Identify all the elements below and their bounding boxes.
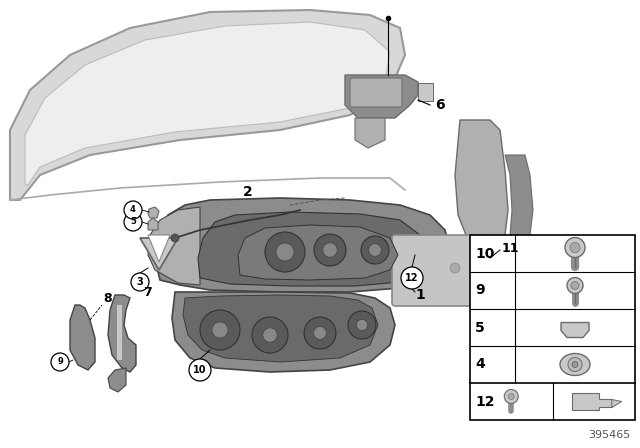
Circle shape <box>323 243 337 257</box>
Text: 2: 2 <box>243 185 253 199</box>
Text: 6: 6 <box>435 98 445 112</box>
Polygon shape <box>140 238 178 270</box>
Polygon shape <box>108 368 126 392</box>
Polygon shape <box>238 225 398 280</box>
Circle shape <box>314 327 326 340</box>
Text: 1: 1 <box>415 288 425 302</box>
Circle shape <box>212 322 228 338</box>
Circle shape <box>572 362 578 367</box>
Ellipse shape <box>560 353 590 375</box>
Polygon shape <box>148 218 158 230</box>
Circle shape <box>189 359 211 381</box>
Text: 9: 9 <box>57 358 63 366</box>
Polygon shape <box>148 207 200 285</box>
Text: 5: 5 <box>475 320 484 335</box>
Polygon shape <box>117 305 122 360</box>
Polygon shape <box>155 198 450 292</box>
Text: 4: 4 <box>475 358 484 371</box>
Polygon shape <box>70 305 95 370</box>
Circle shape <box>131 273 149 291</box>
Circle shape <box>314 234 346 266</box>
FancyBboxPatch shape <box>350 78 402 107</box>
Circle shape <box>450 263 460 273</box>
Circle shape <box>276 243 294 261</box>
Polygon shape <box>183 295 378 362</box>
Text: 10: 10 <box>475 246 494 260</box>
Polygon shape <box>25 22 390 185</box>
Circle shape <box>304 317 336 349</box>
Text: 5: 5 <box>130 217 136 227</box>
Polygon shape <box>612 400 621 408</box>
Polygon shape <box>108 295 136 372</box>
Circle shape <box>567 277 583 293</box>
Circle shape <box>508 393 515 400</box>
Circle shape <box>348 311 376 339</box>
Polygon shape <box>172 292 395 372</box>
Circle shape <box>570 242 580 253</box>
Polygon shape <box>572 393 612 410</box>
Circle shape <box>124 213 142 231</box>
Text: 8: 8 <box>104 292 112 305</box>
Polygon shape <box>345 75 418 118</box>
Circle shape <box>356 319 367 331</box>
Polygon shape <box>505 155 533 240</box>
Polygon shape <box>455 120 508 250</box>
FancyBboxPatch shape <box>392 235 493 306</box>
Bar <box>470 235 635 420</box>
Circle shape <box>200 310 240 350</box>
Text: 12: 12 <box>475 395 495 409</box>
Polygon shape <box>198 212 425 286</box>
Circle shape <box>571 281 579 289</box>
Text: 395465: 395465 <box>588 430 630 440</box>
Circle shape <box>401 267 423 289</box>
Text: 4: 4 <box>130 206 136 215</box>
Polygon shape <box>148 207 159 218</box>
Text: 9: 9 <box>475 284 484 297</box>
Text: 12: 12 <box>405 273 419 283</box>
Text: 11: 11 <box>501 241 519 254</box>
Circle shape <box>265 232 305 272</box>
Circle shape <box>361 236 389 264</box>
Bar <box>418 83 433 101</box>
Text: 7: 7 <box>143 285 152 298</box>
Polygon shape <box>561 323 589 337</box>
Circle shape <box>51 353 69 371</box>
Circle shape <box>252 317 288 353</box>
Circle shape <box>124 201 142 219</box>
Circle shape <box>369 244 381 256</box>
Polygon shape <box>10 10 405 200</box>
Text: 3: 3 <box>136 277 143 287</box>
Polygon shape <box>148 235 170 262</box>
Circle shape <box>263 328 277 342</box>
Circle shape <box>568 358 582 371</box>
Circle shape <box>504 389 518 404</box>
Text: 10: 10 <box>193 365 207 375</box>
Circle shape <box>171 234 179 242</box>
Polygon shape <box>355 118 385 148</box>
Circle shape <box>565 237 585 258</box>
